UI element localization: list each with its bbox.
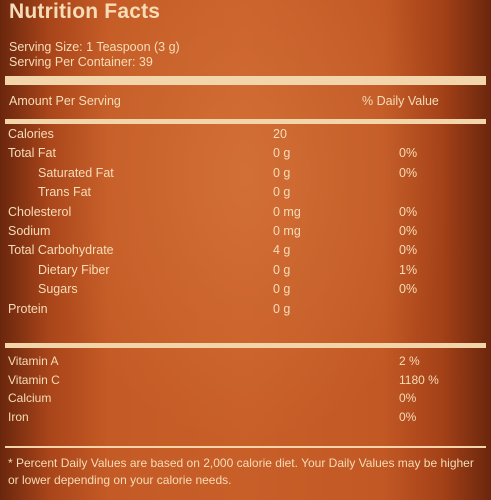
serving-size: Serving Size: 1 Teaspoon (3 g): [9, 40, 180, 54]
nutrient-amount: 0 g: [273, 262, 291, 277]
medium-divider: [5, 343, 486, 348]
nutrient-daily-value: 0%: [399, 165, 418, 180]
nutrient-amount: 0 g: [273, 165, 291, 180]
thin-divider: [5, 446, 486, 448]
vitamin-row: Iron 0%: [0, 410, 491, 428]
nutrient-row: Total Carbohydrate 4 g 0%: [0, 243, 491, 262]
vitamin-daily-value: 1180 %: [399, 372, 439, 387]
nutrient-daily-value: 1%: [399, 262, 418, 277]
footnote: * Percent Daily Values are based on 2,00…: [8, 456, 474, 487]
vitamin-daily-value: 2 %: [399, 354, 420, 368]
vitamin-name: Iron: [8, 409, 29, 424]
nutrient-name: Saturated Fat: [38, 165, 114, 180]
nutrient-name: Calories: [8, 127, 54, 141]
nutrient-amount: 0 g: [273, 282, 291, 297]
label-title: Nutrition Facts: [9, 0, 161, 23]
nutrient-row: Protein 0 g: [0, 302, 491, 321]
vitamin-daily-value: 0%: [399, 391, 417, 406]
vitamin-name: Vitamin C: [8, 372, 60, 387]
nutrient-daily-value: 0%: [399, 224, 418, 238]
nutrient-name: Dietary Fiber: [38, 262, 110, 277]
nutrient-daily-value: 0%: [399, 146, 418, 161]
servings-per-container: Serving Per Container: 39: [9, 55, 153, 69]
nutrient-name: Sodium: [8, 224, 51, 238]
nutrient-amount: 0 mg: [273, 224, 301, 238]
nutrient-name: Total Carbohydrate: [8, 243, 114, 258]
vitamin-row: Vitamin A 2 %: [0, 354, 491, 372]
vitamin-row: Calcium 0%: [0, 391, 491, 409]
nutrient-daily-value: 0%: [399, 282, 418, 297]
daily-value-header: % Daily Value: [362, 94, 439, 108]
nutrient-row: Sugars 0 g 0%: [0, 282, 491, 301]
medium-divider: [5, 119, 486, 124]
nutrient-row: Calories 20: [0, 127, 491, 146]
nutrient-row: Total Fat 0 g 0%: [0, 146, 491, 165]
nutrient-row: Trans Fat 0 g: [0, 185, 491, 204]
nutrient-name: Total Fat: [8, 146, 56, 161]
thick-divider: [5, 76, 486, 85]
nutrient-amount: 0 g: [273, 301, 291, 316]
nutrient-row: Saturated Fat 0 g 0%: [0, 166, 491, 185]
vitamin-name: Calcium: [8, 391, 52, 406]
nutrient-amount: 0 mg: [273, 204, 301, 219]
amount-per-serving-header: Amount Per Serving: [9, 94, 121, 108]
nutrient-row: Cholesterol 0 mg 0%: [0, 205, 491, 224]
nutrient-row: Sodium 0 mg 0%: [0, 224, 491, 243]
nutrient-daily-value: 0%: [399, 204, 418, 219]
nutrient-name: Trans Fat: [38, 185, 92, 200]
nutrient-amount: 0 g: [273, 185, 291, 200]
nutrient-amount: 0 g: [273, 146, 291, 161]
nutrient-row: Dietary Fiber 0 g 1%: [0, 263, 491, 282]
nutrient-name: Protein: [8, 301, 48, 316]
nutrient-amount: 20: [273, 127, 287, 141]
vitamin-row: Vitamin C 1180 %: [0, 373, 491, 391]
vitamin-name: Vitamin A: [8, 354, 59, 368]
vitamin-daily-value: 0%: [399, 409, 417, 424]
nutrient-name: Cholesterol: [8, 204, 72, 219]
nutrient-daily-value: 0%: [399, 243, 418, 258]
nutrient-amount: 4 g: [273, 243, 291, 258]
nutrient-name: Sugars: [38, 282, 78, 297]
